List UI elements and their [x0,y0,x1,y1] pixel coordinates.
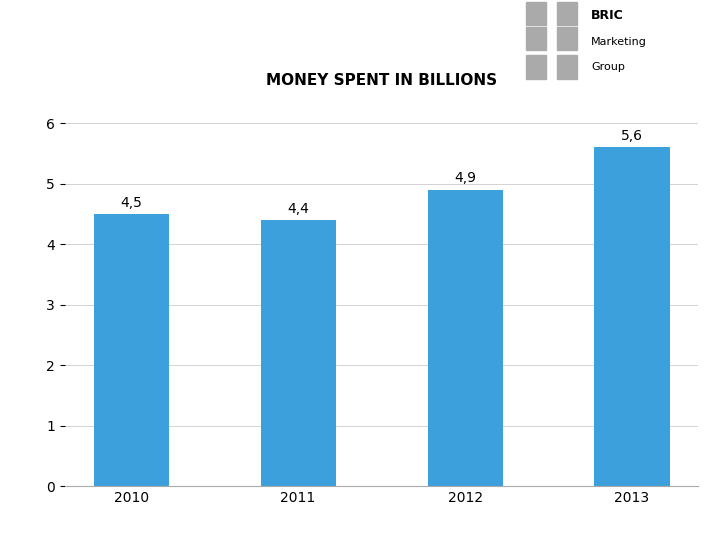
Bar [526,55,546,79]
Text: BRIC: BRIC [591,9,624,22]
Bar [526,2,546,25]
Text: Money Spent by Indians in the USA: Money Spent by Indians in the USA [14,33,537,59]
Text: 4,9: 4,9 [454,171,476,185]
Text: Group: Group [591,62,625,72]
Bar [526,27,546,50]
Bar [557,55,577,79]
Text: Marketing: Marketing [591,37,647,47]
Text: 4,5: 4,5 [120,195,142,210]
Bar [595,147,670,486]
Bar [94,214,168,486]
Bar [428,190,503,486]
Bar [261,220,336,486]
Text: 5,6: 5,6 [621,129,643,143]
Text: 4,4: 4,4 [287,201,309,215]
Title: MONEY SPENT IN BILLIONS: MONEY SPENT IN BILLIONS [266,73,498,88]
Bar [557,27,577,50]
Bar [557,2,577,25]
